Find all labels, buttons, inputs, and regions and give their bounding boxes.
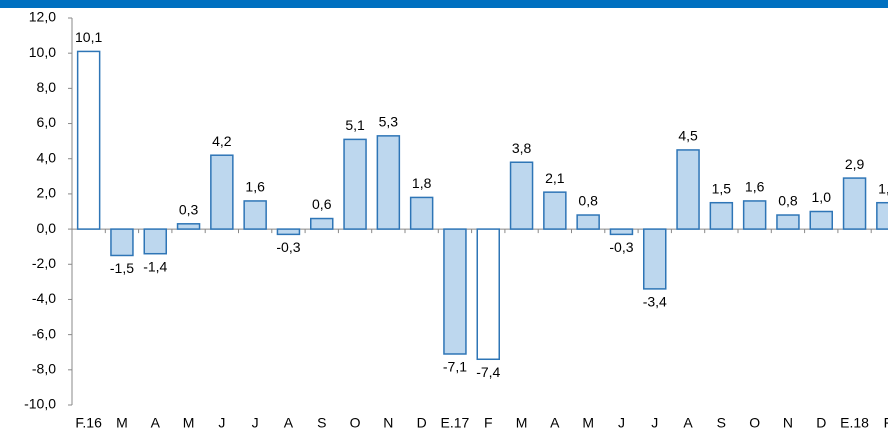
value-label: 1,6: [745, 179, 765, 195]
y-tick-label: -8,0: [32, 361, 56, 377]
bar: [176, 223, 201, 230]
bar: [643, 228, 667, 290]
bar: [509, 161, 534, 230]
y-tick-label: 0,0: [37, 220, 57, 236]
bar: [576, 214, 600, 230]
x-tick-label: N: [783, 415, 793, 431]
value-label: 0,6: [312, 196, 332, 212]
x-tick-label: J: [218, 415, 225, 431]
bar: [110, 228, 134, 257]
bar: [609, 228, 634, 236]
value-label: -1,5: [110, 260, 134, 276]
value-label: -7,4: [476, 364, 500, 380]
y-tick-label: 2,0: [37, 185, 57, 201]
x-tick-label: F.16: [75, 415, 102, 431]
x-tick-label: A: [284, 415, 294, 431]
y-tick-label: 6,0: [37, 114, 57, 130]
x-tick-label: S: [717, 415, 726, 431]
x-tick-label: D: [417, 415, 427, 431]
bar: [676, 149, 700, 230]
x-tick-label: O: [350, 415, 361, 431]
value-label: 1,0: [812, 189, 832, 205]
bar: [809, 210, 833, 230]
value-label: 0,8: [778, 193, 798, 209]
x-tick-label: A: [550, 415, 560, 431]
bar: [409, 196, 434, 230]
bar: [543, 191, 567, 230]
bar: [210, 154, 234, 230]
x-tick-label: J: [252, 415, 259, 431]
x-tick-label: E.18: [840, 415, 869, 431]
bar: [842, 177, 867, 230]
value-label: 10,1: [75, 29, 102, 45]
bar: [243, 200, 267, 230]
x-tick-label: M: [516, 415, 528, 431]
x-tick-label: M: [183, 415, 195, 431]
value-label: 5,1: [345, 117, 365, 133]
x-tick-label: S: [317, 415, 326, 431]
x-tick-label: J: [651, 415, 658, 431]
value-label: 1,5: [712, 180, 732, 196]
x-tick-label: M: [582, 415, 594, 431]
x-tick-label: D: [816, 415, 826, 431]
value-label: 4,5: [678, 128, 698, 144]
y-tick-label: -4,0: [32, 290, 56, 306]
value-label: 2,9: [845, 156, 865, 172]
bar: [310, 217, 334, 230]
x-tick-label: M: [116, 415, 128, 431]
value-label: -1,4: [143, 258, 167, 274]
y-tick-label: -10,0: [24, 396, 56, 412]
value-label: 0,3: [179, 202, 199, 218]
bar: [76, 50, 101, 230]
bar: [876, 201, 888, 230]
x-tick-label: N: [383, 415, 393, 431]
bar: [343, 138, 367, 230]
x-tick-label: F: [884, 415, 888, 431]
bar: [276, 228, 301, 236]
y-tick-label: -6,0: [32, 325, 56, 341]
value-label: 5,3: [379, 114, 399, 130]
x-tick-label: A: [151, 415, 161, 431]
value-label: 4,2: [212, 133, 232, 149]
bar: [742, 200, 767, 230]
bar: [476, 228, 500, 361]
y-tick-label: 10,0: [29, 44, 56, 60]
value-label: 2,1: [545, 170, 565, 186]
value-label: 0,8: [578, 193, 598, 209]
bar: [443, 228, 467, 355]
x-tick-label: O: [749, 415, 760, 431]
value-label: -3,4: [643, 294, 667, 310]
x-tick-label: A: [683, 415, 693, 431]
value-label: 3,8: [512, 140, 532, 156]
value-label: 1,6: [245, 179, 265, 195]
y-tick-label: 12,0: [29, 9, 56, 25]
bar: [709, 201, 734, 230]
x-tick-label: J: [618, 415, 625, 431]
value-label: 1,5: [878, 180, 888, 196]
bar: [376, 135, 401, 230]
header-stripe: [0, 0, 888, 8]
y-tick-label: 4,0: [37, 149, 57, 165]
value-label: 1,8: [412, 175, 432, 191]
x-tick-label: E.17: [441, 415, 470, 431]
bar: [776, 214, 800, 230]
value-label: -0,3: [609, 239, 633, 255]
y-tick-label: 8,0: [37, 79, 57, 95]
value-label: -7,1: [443, 359, 467, 375]
x-tick-label: F: [484, 415, 493, 431]
value-label: -0,3: [276, 239, 300, 255]
bar: [143, 228, 167, 255]
y-tick-label: -2,0: [32, 255, 56, 271]
